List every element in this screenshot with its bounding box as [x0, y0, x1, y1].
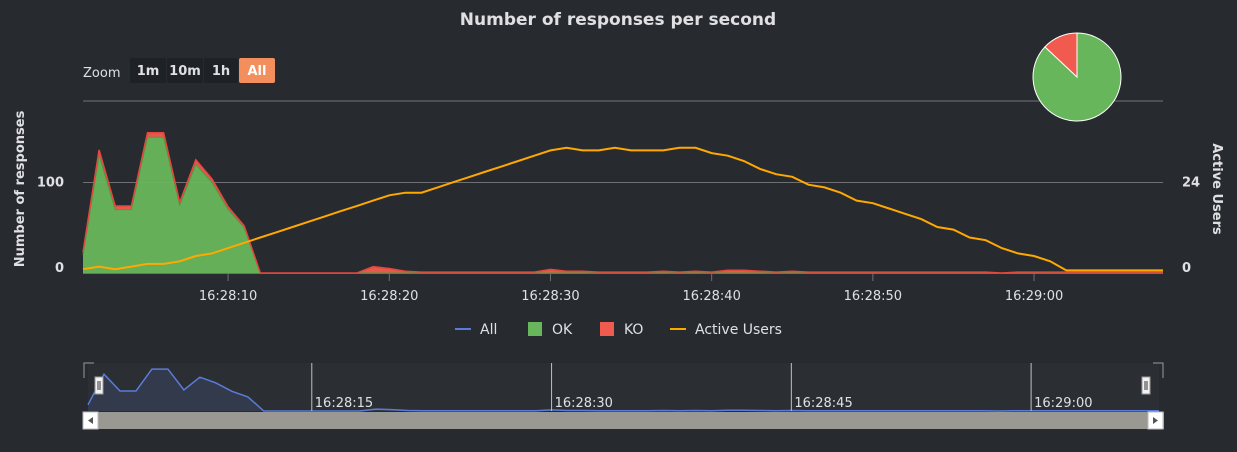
- scrollbar-left-button[interactable]: [82, 411, 99, 430]
- zoom-button-label: 10m: [169, 64, 201, 79]
- navigator-handle-left[interactable]: [94, 376, 104, 395]
- zoom-selector: Zoom 1m 10m 1h All: [83, 58, 275, 83]
- handle-body: [1141, 376, 1151, 395]
- legend-symbol: [528, 322, 542, 336]
- zoom-button-label: All: [248, 64, 267, 79]
- legend-item-all[interactable]: All: [455, 322, 497, 338]
- chevron-left-icon: [88, 417, 93, 424]
- zoom-button-1m[interactable]: 1m: [130, 58, 166, 83]
- handle-body: [94, 376, 104, 395]
- x-tick-label: 16:28:20: [360, 289, 418, 304]
- legend-label: Active Users: [695, 322, 782, 338]
- scrollbar-right-button[interactable]: [1147, 411, 1164, 430]
- zoom-button-label: 1h: [212, 64, 230, 79]
- plot-series: [82, 131, 1163, 274]
- legend: All OK KO Active Users: [455, 322, 782, 338]
- navigator-tick-label: 16:29:00: [1034, 396, 1092, 411]
- zoom-label: Zoom: [83, 66, 120, 81]
- zoom-button-bg: [130, 58, 166, 83]
- x-tick-label: 16:28:40: [682, 289, 740, 304]
- chevron-right-icon: [1153, 417, 1158, 424]
- scrollbar-track[interactable]: [83, 412, 1164, 429]
- gridlines: [83, 100, 1163, 183]
- legend-label: KO: [624, 322, 643, 338]
- x-tick-label: 16:29:00: [1005, 289, 1063, 304]
- zoom-button-1h[interactable]: 1h: [204, 58, 238, 83]
- x-tick-label: 16:28:50: [844, 289, 902, 304]
- series-active-users-line: [82, 146, 1163, 272]
- chart-title: Number of responses per second: [460, 10, 776, 30]
- legend-item-ok[interactable]: OK: [528, 322, 573, 338]
- ok-ko-pie: [1032, 32, 1122, 122]
- navigator-scrollbar[interactable]: [82, 411, 1164, 430]
- navigator-series-line: [87, 368, 1159, 412]
- legend-symbol: [600, 322, 614, 336]
- y-axis-title: Number of responses: [13, 110, 28, 267]
- y-tick-label: 100: [37, 175, 64, 190]
- axes: 0 100 0 24 16:28:10 16:28:20 16:28:30 16:28:40 1…: [37, 175, 1200, 304]
- zoom-button-bg: [204, 58, 238, 83]
- navigator-series-area: [88, 369, 1159, 411]
- navigator-outline-left: [83, 362, 94, 378]
- y2-axis-title: Active Users: [1209, 143, 1224, 235]
- navigator-outline-right: [1153, 362, 1164, 378]
- zoom-button-all[interactable]: All: [239, 58, 275, 83]
- zoom-button-label: 1m: [137, 64, 160, 79]
- navigator-tick-label: 16:28:45: [794, 396, 852, 411]
- zoom-button-bg: [239, 58, 275, 83]
- pie-slice-ko: [1044, 32, 1078, 79]
- y-tick-label: 0: [55, 261, 64, 276]
- navigator-tick-label: 16:28:30: [555, 396, 613, 411]
- zoom-button-bg: [167, 58, 203, 83]
- navigator: 16:28:15 16:28:30 16:28:45 16:29:00: [82, 362, 1164, 430]
- legend-item-ko[interactable]: KO: [600, 322, 643, 338]
- navigator-handle-right[interactable]: [1141, 376, 1151, 395]
- y2-tick-label: 0: [1182, 261, 1191, 276]
- series-ok-area: [83, 137, 1163, 273]
- legend-item-active-users[interactable]: Active Users: [670, 322, 782, 338]
- navigator-tick-label: 16:28:15: [315, 396, 373, 411]
- y2-tick-label: 24: [1182, 175, 1200, 190]
- x-tick-label: 16:28:30: [521, 289, 579, 304]
- legend-label: All: [480, 322, 497, 338]
- x-tick-label: 16:28:10: [199, 289, 257, 304]
- legend-label: OK: [552, 322, 573, 338]
- zoom-button-10m[interactable]: 10m: [167, 58, 203, 83]
